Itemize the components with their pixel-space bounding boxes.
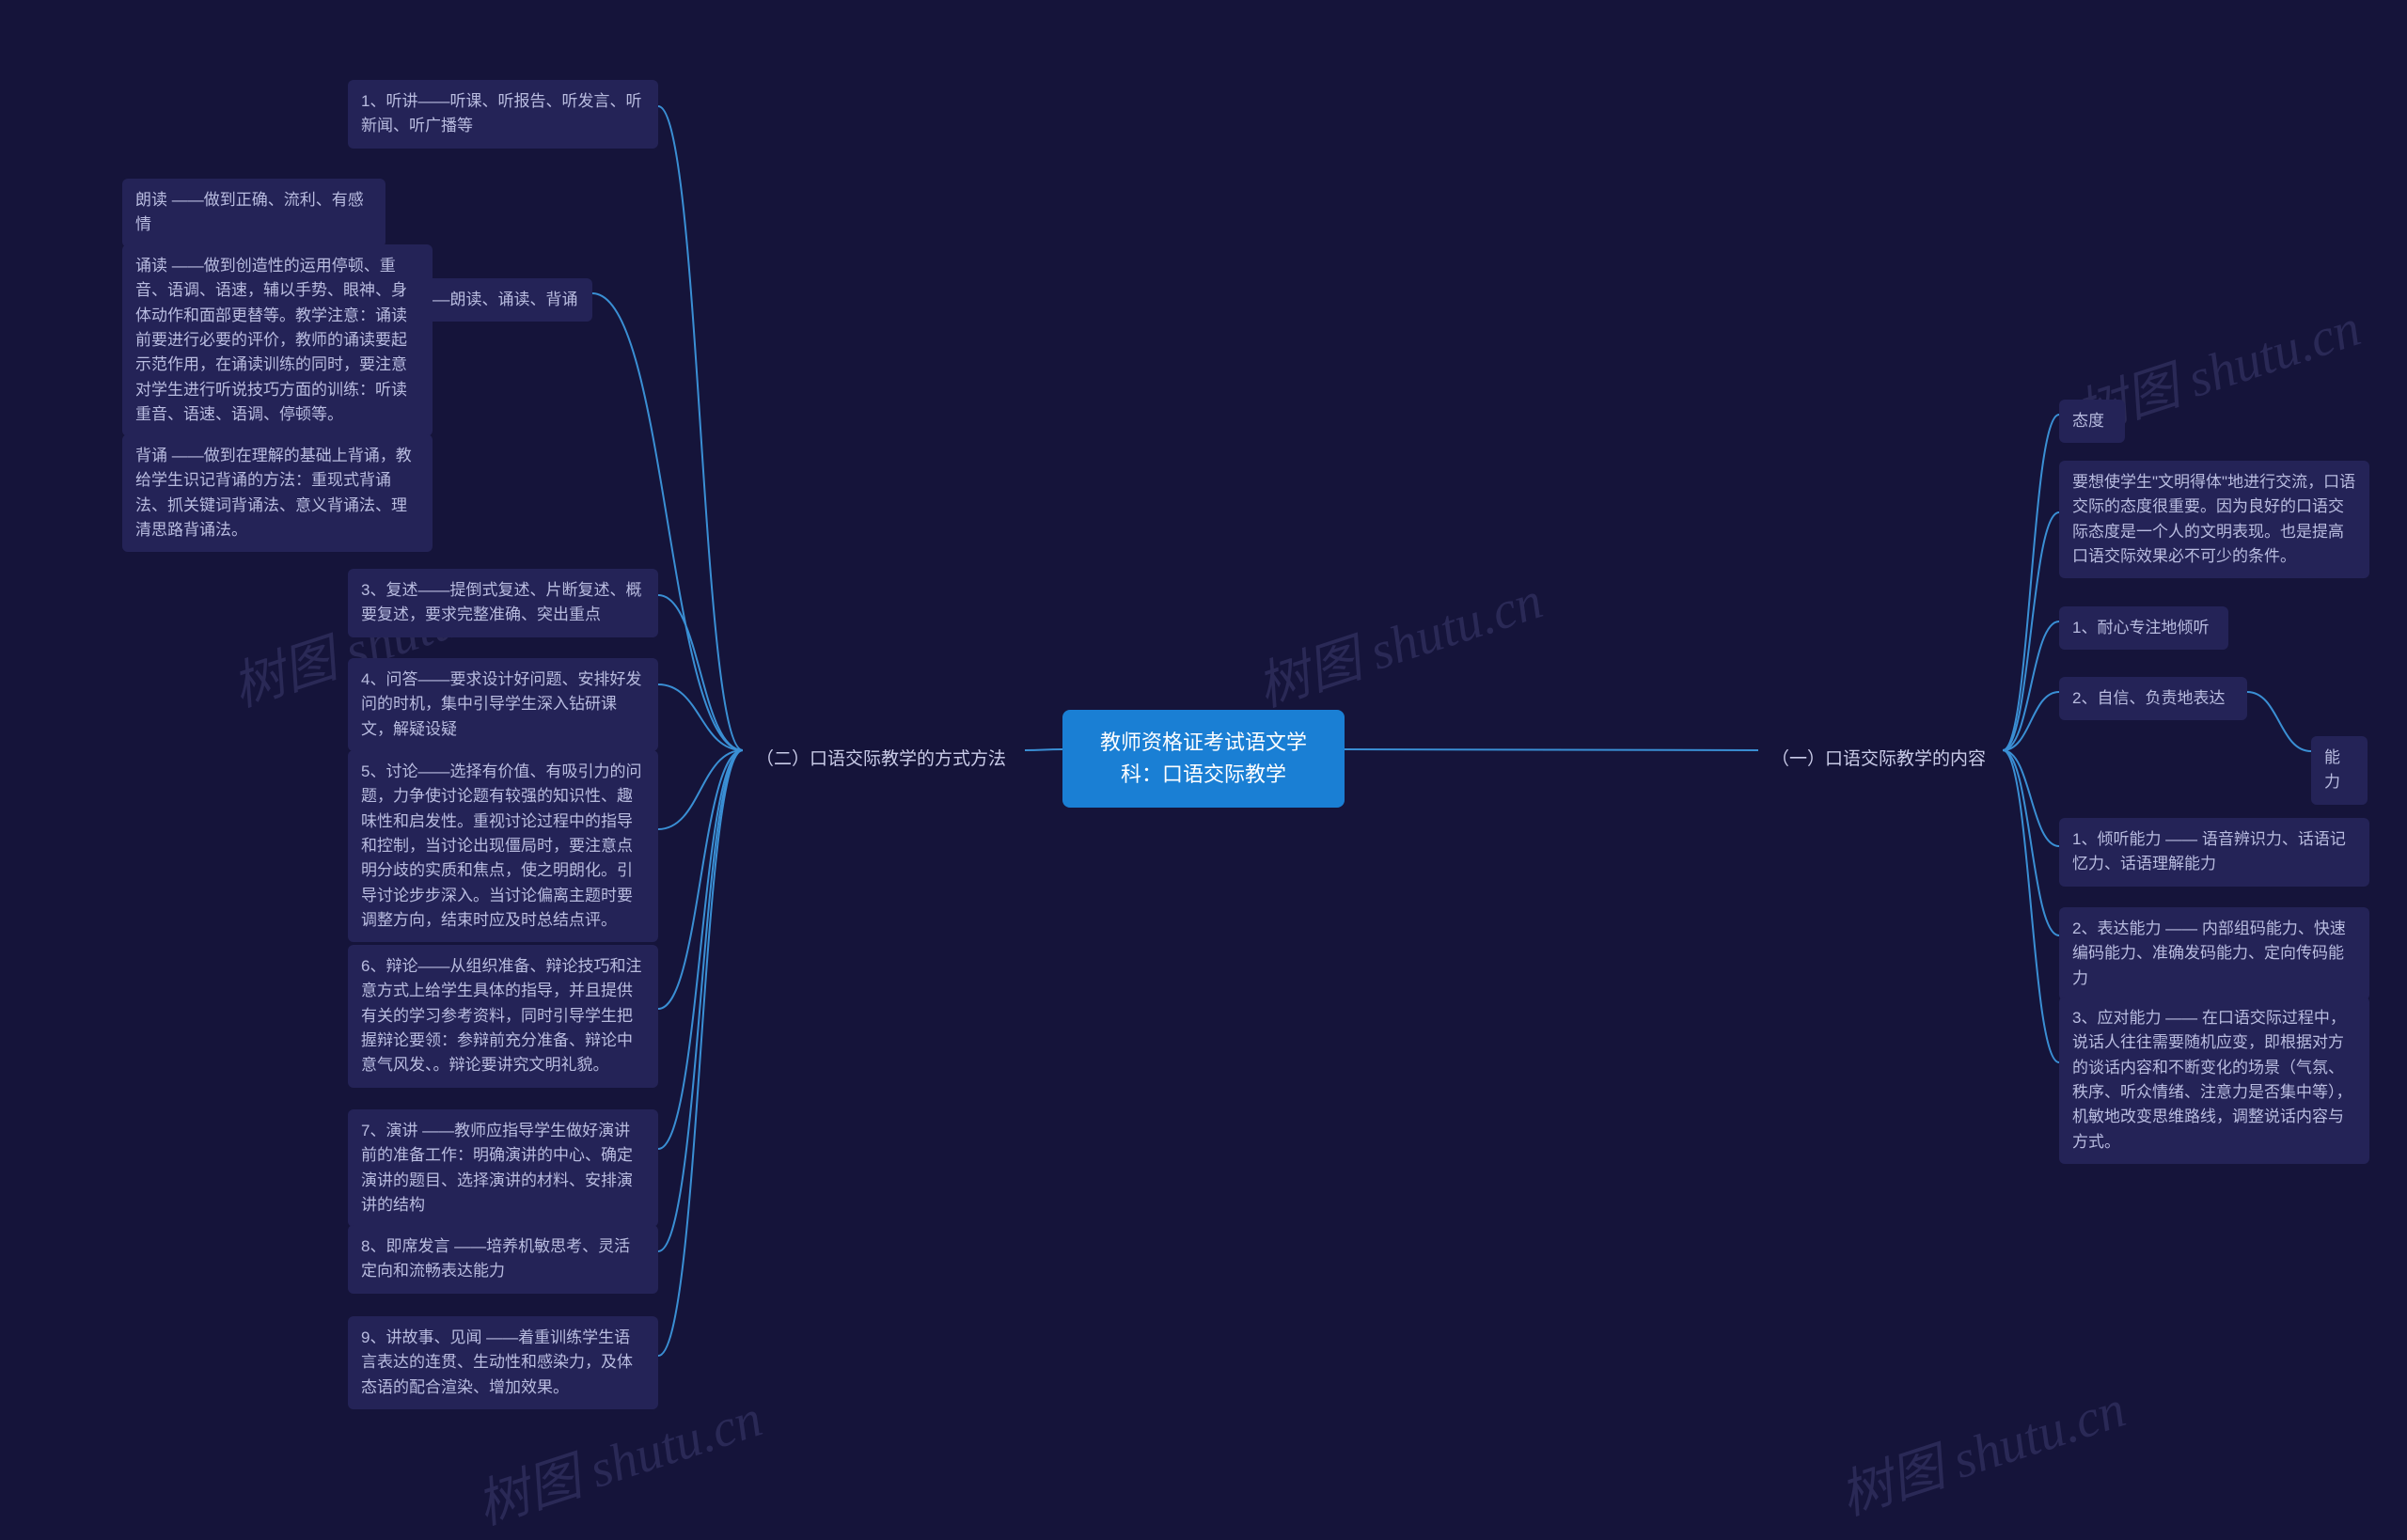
leaf-node: 2、自信、负责地表达 <box>2059 677 2247 720</box>
leaf-node: 1、耐心专注地倾听 <box>2059 606 2228 650</box>
leaf-node: 1、听讲——听课、听报告、听发言、听新闻、听广播等 <box>348 80 658 149</box>
leaf-node: 8、即席发言 ——培养机敏思考、灵活定向和流畅表达能力 <box>348 1225 658 1294</box>
leaf-node: 9、讲故事、见闻 ——着重训练学生语言表达的连贯、生动性和感染力，及体态语的配合… <box>348 1316 658 1409</box>
leaf-node: 2、表达能力 —— 内部组码能力、快速编码能力、准确发码能力、定向传码能力 <box>2059 907 2369 1000</box>
leaf-node: 要想使学生"文明得体"地进行交流，口语交际的态度很重要。因为良好的口语交际态度是… <box>2059 461 2369 578</box>
branch-node: （一）口语交际教学的内容 <box>1758 736 2003 782</box>
leaf-node: 7、演讲 ——教师应指导学生做好演讲前的准备工作：明确演讲的中心、确定演讲的题目… <box>348 1109 658 1227</box>
watermark: 树图 shutu.cn <box>1829 1366 2133 1530</box>
leaf-node: 4、问答——要求设计好问题、安排好发问的时机，集中引导学生深入钻研课文，解疑设疑 <box>348 658 658 751</box>
leaf-node: 态度 <box>2059 400 2125 443</box>
leaf-node: 朗读 ——做到正确、流利、有感情 <box>122 179 385 247</box>
leaf-node: 诵读 ——做到创造性的运用停顿、重音、语调、语速，辅以手势、眼神、身体动作和面部… <box>122 244 433 436</box>
leaf-node: 能力 <box>2311 736 2368 805</box>
leaf-node: 3、复述——提倒式复述、片断复述、概要复述，要求完整准确、突出重点 <box>348 569 658 637</box>
leaf-node: 1、倾听能力 —— 语音辨识力、话语记忆力、话语理解能力 <box>2059 818 2369 887</box>
root-node: 教师资格证考试语文学科：口语交际教学 <box>1062 710 1345 808</box>
leaf-node: 3、应对能力 —— 在口语交际过程中，说话人往往需要随机应变，即根据对方的谈话内… <box>2059 997 2369 1164</box>
leaf-node: 背诵 ——做到在理解的基础上背诵，教给学生识记背诵的方法：重现式背诵法、抓关键词… <box>122 434 433 552</box>
leaf-node: 5、讨论——选择有价值、有吸引力的问题，力争使讨论题有较强的知识性、趣味性和启发… <box>348 750 658 942</box>
branch-node: （二）口语交际教学的方式方法 <box>743 736 1025 782</box>
watermark: 树图 shutu.cn <box>1246 558 1550 721</box>
leaf-node: 6、辩论——从组织准备、辩论技巧和注意方式上给学生具体的指导，并且提供有关的学习… <box>348 945 658 1088</box>
